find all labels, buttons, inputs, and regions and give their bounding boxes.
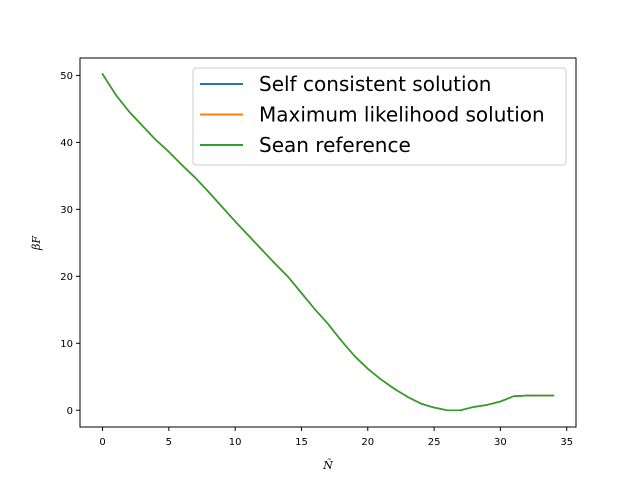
x-tick-label: 5: [166, 437, 172, 448]
y-tick-label: 20: [60, 272, 73, 283]
y-axis-ticks: 0 10 20 30 40 50: [60, 71, 80, 417]
plot-area: [79, 57, 577, 428]
x-tick-label: 25: [428, 437, 441, 448]
x-tick-label: 15: [295, 437, 308, 448]
x-tick-label: 30: [494, 437, 507, 448]
y-tick-label: 10: [60, 339, 73, 350]
x-tick-label: 10: [229, 437, 242, 448]
y-axis-label: βF: [30, 236, 43, 251]
legend-label: Maximum likelihood solution: [259, 103, 545, 127]
y-tick-label: 50: [60, 71, 73, 82]
x-axis-ticks: 0 5 10 15 20 25 30 35: [99, 427, 573, 448]
x-tick-label: 0: [99, 437, 105, 448]
legend-label: Self consistent solution: [259, 72, 491, 96]
legend: Self consistent solution Maximum likeliho…: [192, 67, 567, 166]
x-axis-label: Ñ: [322, 458, 333, 472]
y-tick-label: 0: [67, 406, 73, 417]
series-lines: [101, 73, 555, 412]
series-line-2: [101, 73, 555, 412]
legend-label: Sean reference: [259, 133, 411, 157]
legend-box: [192, 67, 567, 166]
y-tick-label: 40: [60, 138, 73, 149]
x-tick-label: 35: [560, 437, 573, 448]
x-tick-label: 20: [361, 437, 374, 448]
y-tick-label: 30: [60, 205, 73, 216]
axes-frame: [79, 57, 577, 428]
